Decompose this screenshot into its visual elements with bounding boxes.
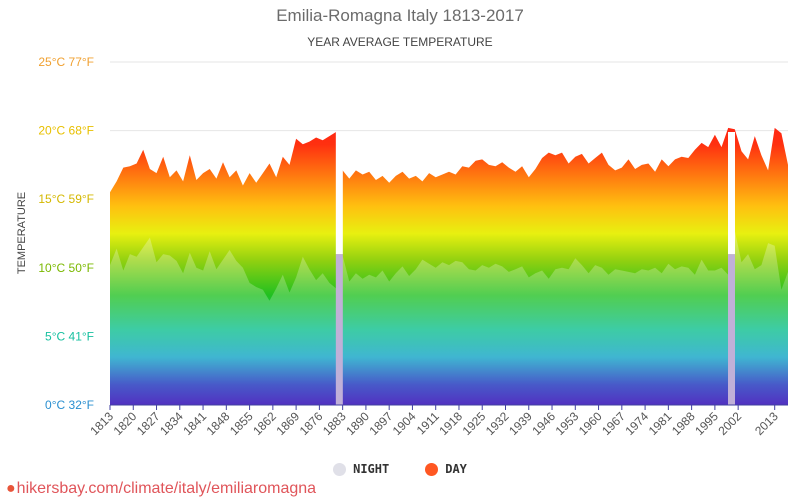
- x-tick-label: 2002: [715, 409, 744, 438]
- x-tick-label: 1967: [599, 409, 628, 438]
- y-axis-ticks: 25°C 77°F 20°C 68°F 15°C 59°F 10°C 50°F 5°C …: [38, 55, 94, 412]
- x-tick-label: 1960: [576, 409, 605, 438]
- x-tick-label: 1890: [343, 409, 372, 438]
- x-tick-label: 1813: [87, 409, 116, 438]
- x-tick-label: 1995: [692, 409, 721, 438]
- gap-blank: [335, 132, 343, 255]
- temperature-chart: 25°C 77°F 20°C 68°F 15°C 59°F 10°C 50°F 5°C …: [16, 55, 788, 438]
- y-axis-label: TEMPERATURE: [16, 192, 28, 274]
- y-tick-label: 5°C 41°F: [45, 329, 94, 343]
- x-tick-label: 1918: [436, 409, 465, 438]
- legend-night[interactable]: NIGHT: [333, 462, 389, 476]
- legend-night-label: NIGHT: [353, 462, 390, 476]
- y-tick-label: 20°C 68°F: [38, 124, 94, 138]
- x-tick-label: 1925: [460, 409, 489, 438]
- map-pin-icon: ●: [6, 480, 16, 497]
- source-link[interactable]: ●hikersbay.com/climate/italy/emiliaromag…: [6, 480, 316, 498]
- legend-day-label: DAY: [445, 462, 467, 476]
- gap-bar: [335, 254, 343, 405]
- x-tick-label: 1848: [204, 409, 233, 438]
- x-tick-label: 1869: [273, 409, 302, 438]
- x-tick-label: 1834: [157, 409, 186, 438]
- y-tick-label: 15°C 59°F: [38, 192, 94, 206]
- y-tick-label: 25°C 77°F: [38, 55, 94, 69]
- gap-blank: [728, 132, 735, 255]
- y-tick-label: 10°C 50°F: [38, 261, 94, 275]
- night-area: [110, 230, 788, 405]
- x-tick-label: 1946: [529, 409, 558, 438]
- night-dot-icon: [333, 462, 347, 476]
- missing-data-gaps: [335, 132, 735, 405]
- x-axis-ticks: 1813182018271834184118481855186218691876…: [87, 405, 781, 438]
- x-tick-label: 1876: [297, 409, 326, 438]
- x-tick-label: 1981: [646, 409, 675, 438]
- x-tick-label: 1974: [622, 409, 651, 438]
- day-dot-icon: [425, 462, 439, 476]
- chart-title: Emilia-Romagna Italy 1813-2017: [276, 6, 524, 25]
- x-tick-label: 1897: [367, 409, 396, 438]
- x-tick-label: 1883: [320, 409, 349, 438]
- x-tick-label: 1911: [414, 409, 442, 437]
- x-tick-label: 1855: [227, 409, 256, 438]
- x-tick-label: 1820: [111, 409, 140, 438]
- x-tick-label: 1939: [506, 409, 535, 438]
- x-tick-label: 1827: [134, 409, 163, 438]
- x-tick-label: 1988: [669, 409, 698, 438]
- x-tick-label: 1841: [180, 409, 209, 438]
- chart-subtitle: YEAR AVERAGE TEMPERATURE: [307, 35, 493, 49]
- x-tick-label: 1932: [483, 409, 512, 438]
- y-tick-label: 0°C 32°F: [45, 398, 94, 412]
- source-text: hikersbay.com/climate/italy/emiliaromagn…: [16, 480, 317, 497]
- chart-legend: NIGHT DAY: [0, 462, 800, 476]
- x-tick-label: 1904: [390, 409, 419, 438]
- gap-bar: [728, 254, 735, 405]
- x-tick-label: 1862: [250, 409, 279, 438]
- legend-day[interactable]: DAY: [425, 462, 467, 476]
- x-tick-label: 2013: [752, 409, 781, 438]
- x-tick-label: 1953: [553, 409, 582, 438]
